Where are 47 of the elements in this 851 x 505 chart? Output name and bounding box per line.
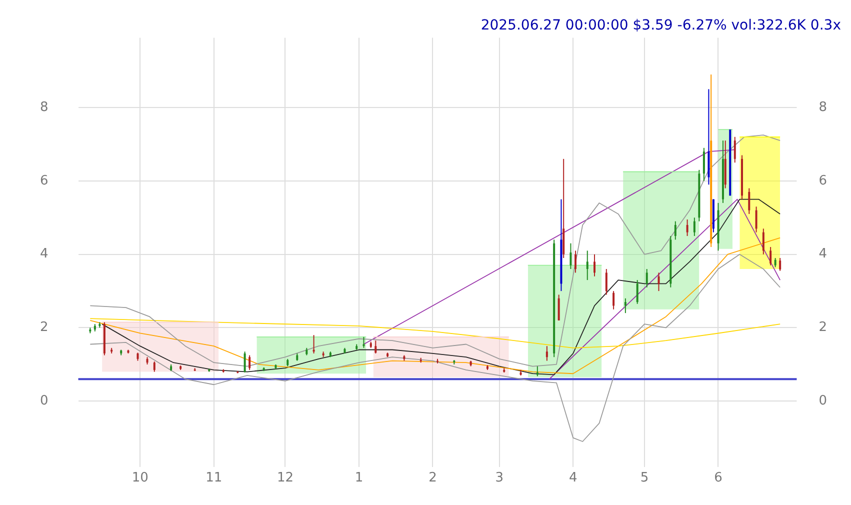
x-tick-label: 4 xyxy=(568,470,578,486)
y2-tick-label: 0 xyxy=(818,394,828,409)
candlestick xyxy=(546,346,548,362)
candlestick xyxy=(770,246,772,266)
y2-tick-label: 2 xyxy=(818,320,828,336)
candlestick xyxy=(686,218,688,236)
candlestick xyxy=(693,217,696,236)
candlestick xyxy=(748,188,750,214)
y2-tick-label: 6 xyxy=(818,173,828,188)
candlestick xyxy=(594,254,596,277)
candlestick xyxy=(779,258,782,272)
candlestick xyxy=(558,294,560,321)
candlestick xyxy=(762,228,764,255)
x-tick-label: 12 xyxy=(276,470,294,486)
x-tick-label: 2 xyxy=(428,470,437,486)
candlestick xyxy=(658,272,660,292)
x-tick-label: 6 xyxy=(714,470,722,486)
x-tick-label: 1 xyxy=(354,470,364,486)
chart-title: 2025.06.27 00:00:00 $3.59 -6.27% vol:322.6K 0.3x xyxy=(480,18,841,34)
candlestick xyxy=(774,258,776,268)
candlestick xyxy=(570,242,572,270)
x-tick-label: 3 xyxy=(495,470,504,486)
candlestick xyxy=(612,290,615,310)
y-tick-label: 2 xyxy=(40,320,48,336)
y-tick-label: 6 xyxy=(40,173,48,188)
x-tick-label: 10 xyxy=(132,470,148,486)
y2-tick-label: 4 xyxy=(818,246,828,262)
candlestick xyxy=(374,340,377,354)
y-tick-label: 8 xyxy=(40,100,48,115)
candlestick xyxy=(244,351,246,374)
candlestick xyxy=(636,280,638,304)
x-tick-label: 11 xyxy=(206,470,222,486)
candlestick xyxy=(646,268,648,288)
x-tick-label: 5 xyxy=(640,470,649,486)
candlestick xyxy=(755,206,758,233)
candlestick xyxy=(624,298,626,314)
candlestick xyxy=(248,354,251,370)
candlestick xyxy=(586,250,588,281)
y-tick-label: 4 xyxy=(40,246,48,262)
candlestick xyxy=(674,220,676,240)
candlestick xyxy=(702,147,705,182)
candlestick xyxy=(574,250,576,274)
candlestick xyxy=(153,361,156,372)
candlestick xyxy=(605,268,608,296)
candlestick xyxy=(734,136,736,164)
y2-tick-label: 8 xyxy=(818,100,828,115)
y-tick-label: 0 xyxy=(40,394,48,409)
